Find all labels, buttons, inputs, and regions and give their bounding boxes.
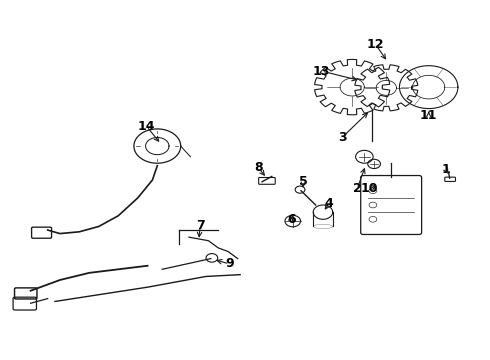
Text: 4: 4 bbox=[325, 197, 334, 210]
Text: 2: 2 bbox=[353, 183, 362, 195]
Text: 12: 12 bbox=[367, 38, 384, 51]
Text: 5: 5 bbox=[299, 175, 308, 188]
Text: 3: 3 bbox=[338, 131, 347, 144]
Text: 13: 13 bbox=[313, 64, 330, 77]
Text: 14: 14 bbox=[138, 120, 155, 133]
Text: 7: 7 bbox=[196, 219, 204, 232]
Text: 8: 8 bbox=[254, 161, 263, 174]
Text: 11: 11 bbox=[420, 109, 438, 122]
Text: 10: 10 bbox=[361, 183, 378, 195]
Text: 1: 1 bbox=[441, 163, 450, 176]
Text: 9: 9 bbox=[225, 257, 234, 270]
Text: 6: 6 bbox=[287, 213, 295, 226]
